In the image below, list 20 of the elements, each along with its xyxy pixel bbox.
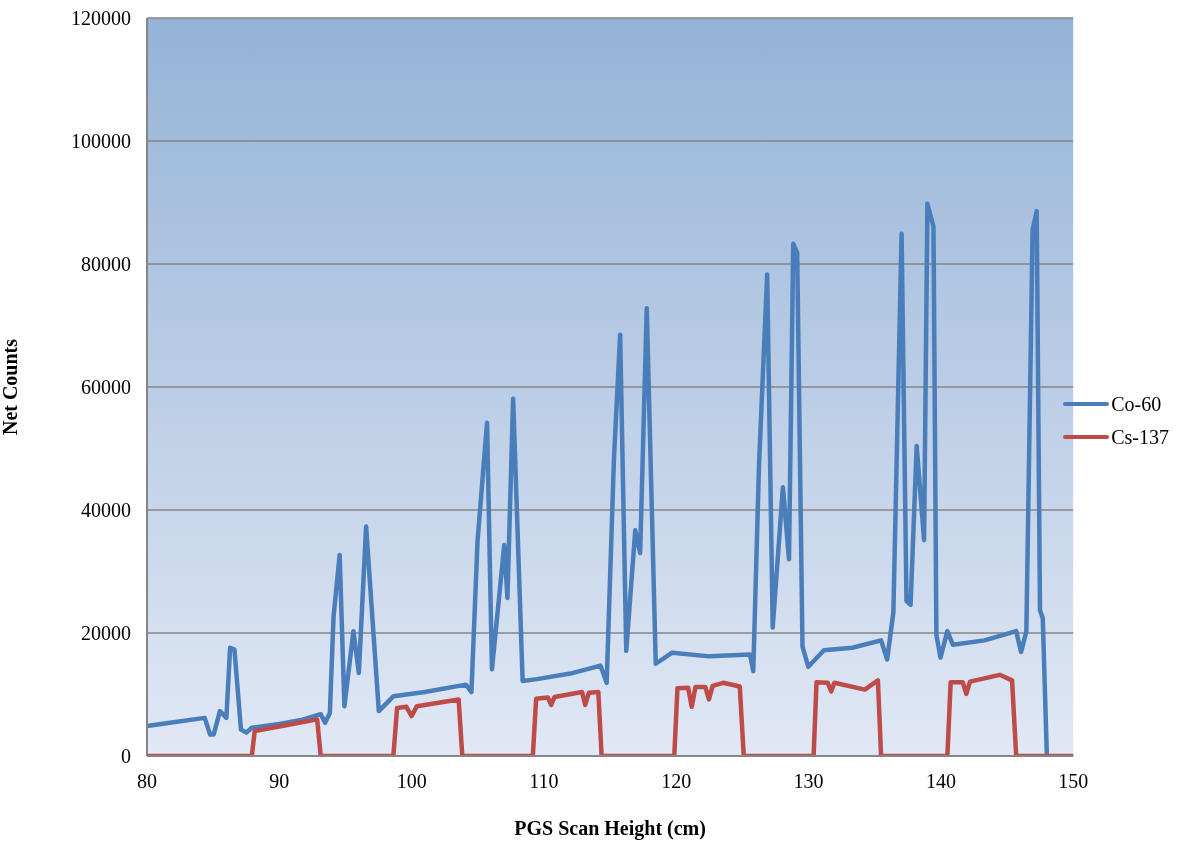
y-tick-label: 100000 — [71, 130, 131, 153]
y-tick-label: 80000 — [81, 253, 131, 276]
line-series — [147, 201, 1050, 756]
x-tick-label: 90 — [269, 770, 290, 793]
y-axis-title: Net Counts — [0, 338, 22, 436]
legend-label: Cs-137 — [1111, 425, 1169, 449]
x-tick-label: 140 — [925, 770, 956, 793]
y-tick-label: 60000 — [81, 376, 131, 399]
y-tick-label: 20000 — [81, 622, 131, 645]
x-tick-label: 100 — [396, 770, 427, 793]
x-tick-label: 130 — [793, 770, 824, 793]
x-tick-label: 80 — [137, 770, 157, 793]
y-tick-label: 120000 — [71, 7, 131, 30]
x-axis-title: PGS Scan Height (cm) — [514, 817, 706, 840]
x-tick-label: 120 — [661, 770, 692, 793]
x-tick-label: 110 — [529, 770, 559, 793]
legend-label: Co-60 — [1111, 392, 1162, 416]
x-tick-label: 150 — [1058, 770, 1089, 793]
y-tick-label: 40000 — [81, 499, 131, 522]
y-tick-label: 0 — [121, 745, 131, 768]
